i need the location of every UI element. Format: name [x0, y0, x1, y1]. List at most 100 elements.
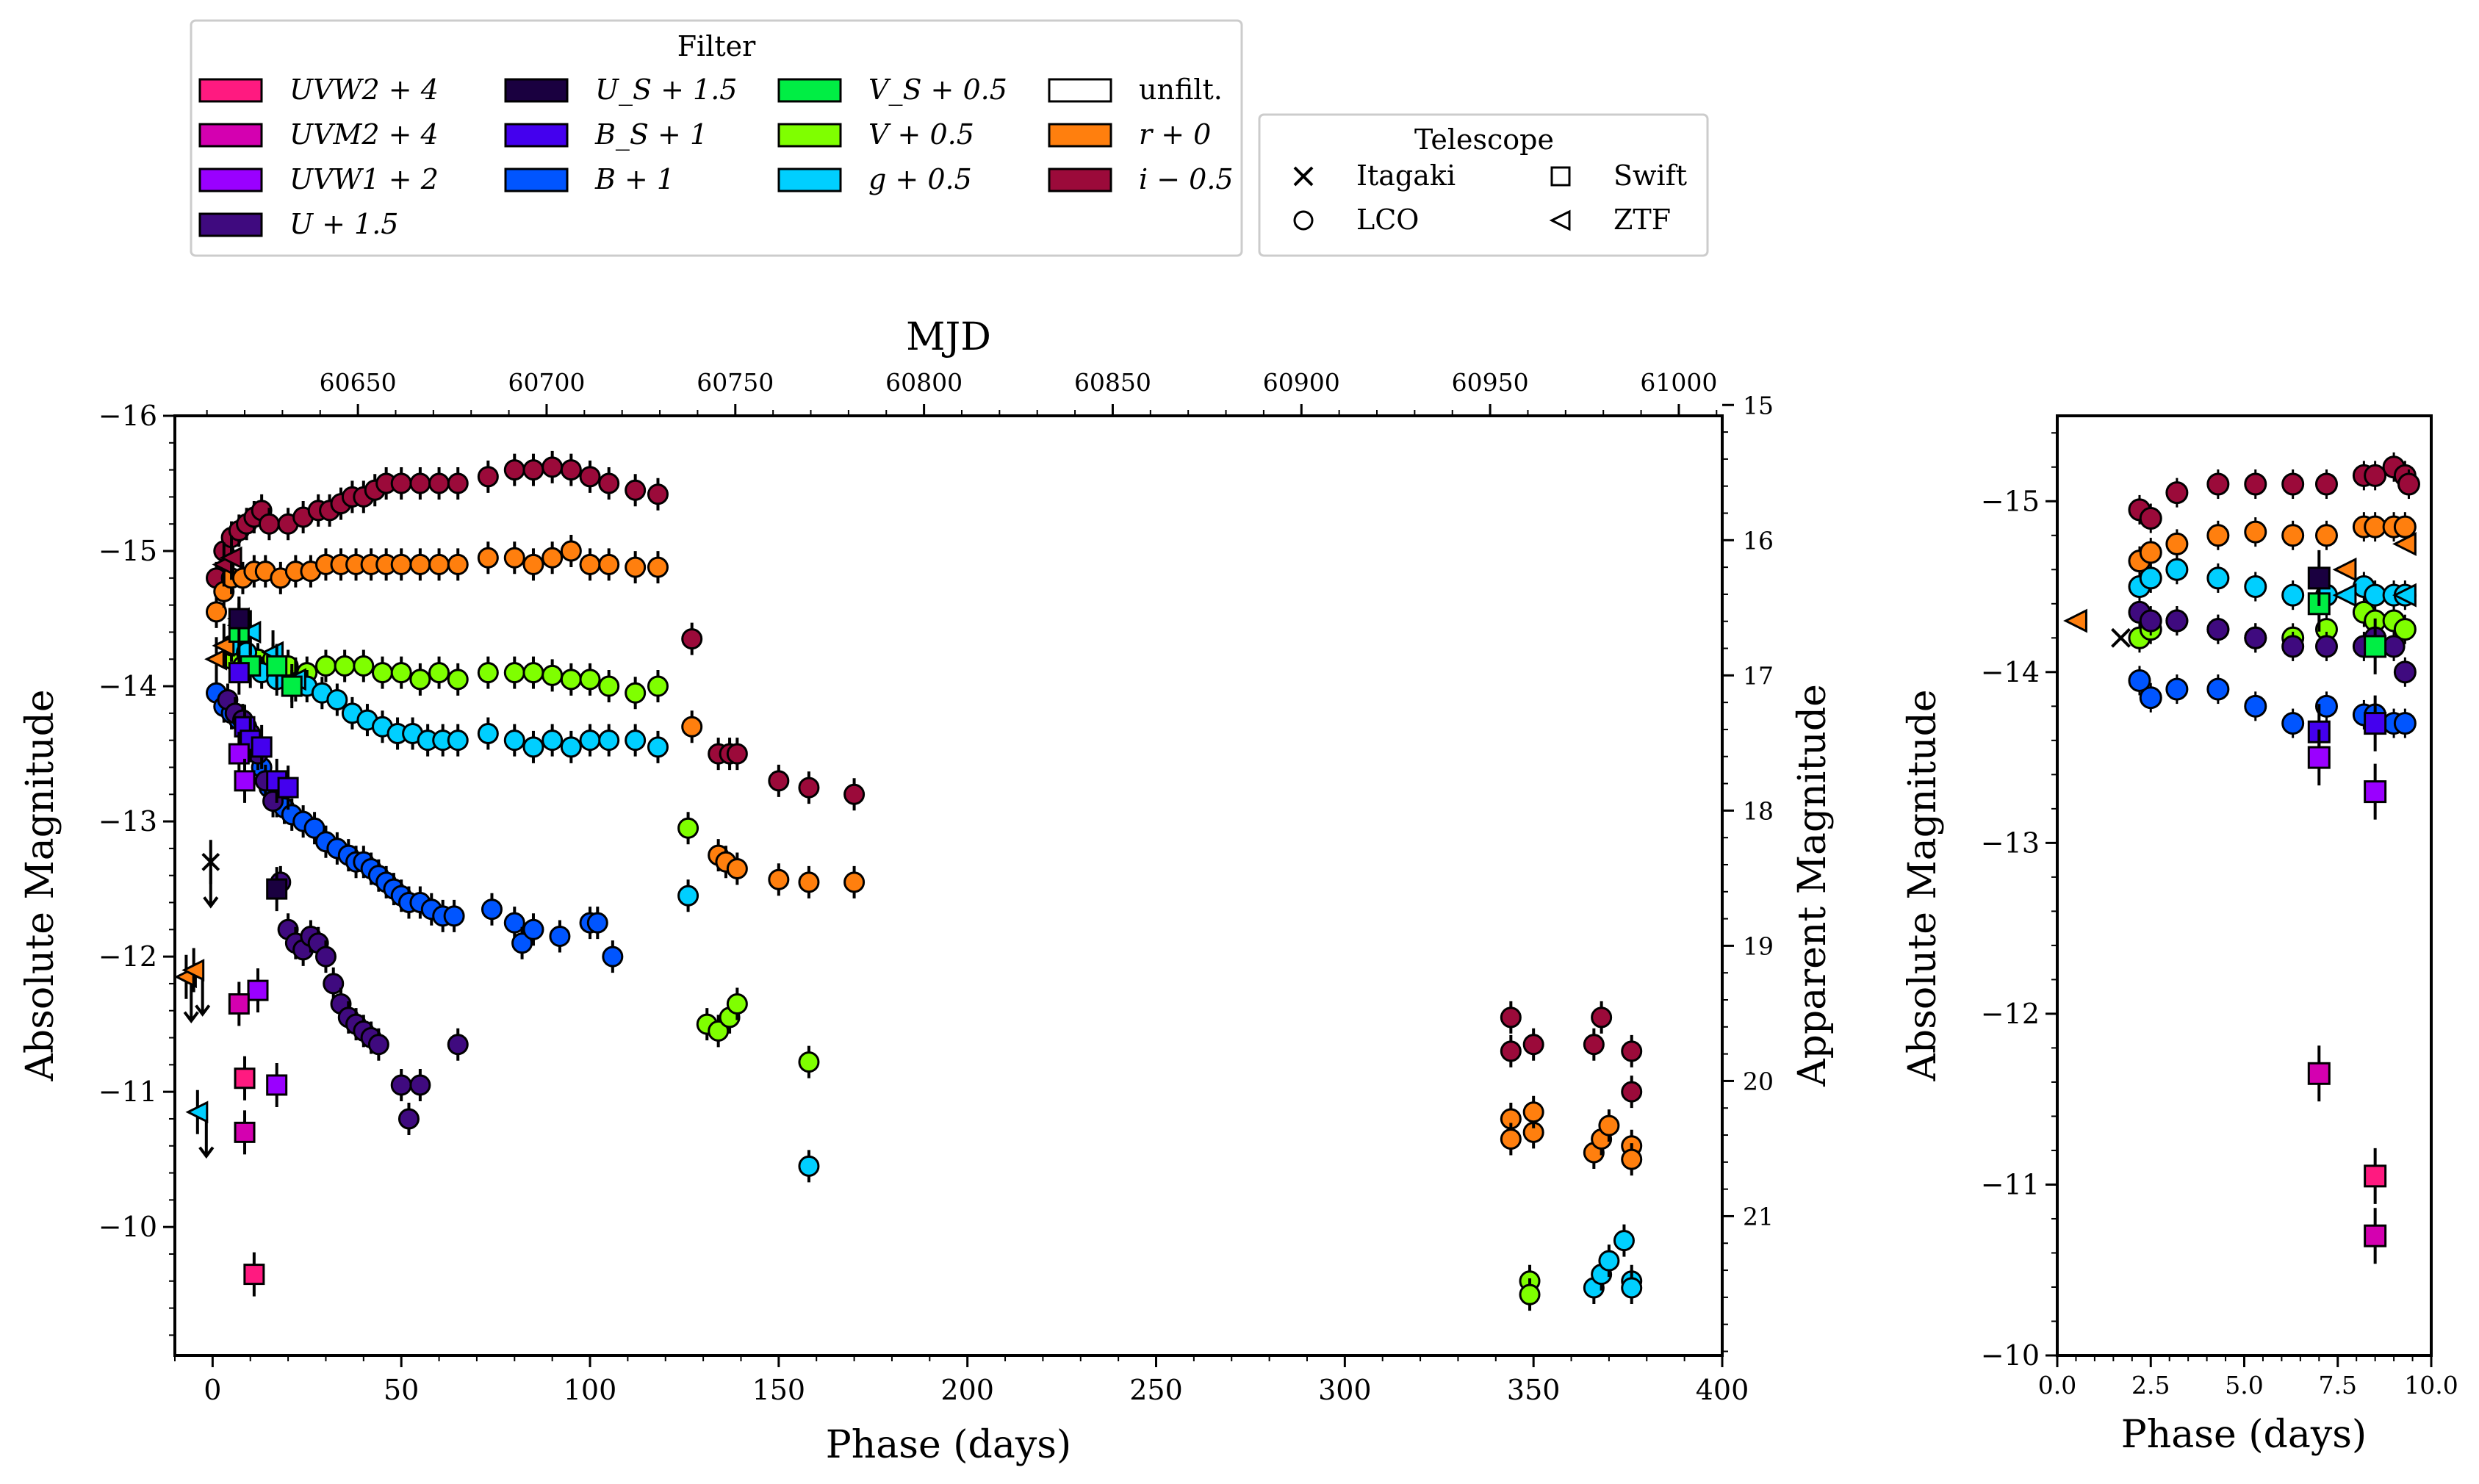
data-point — [447, 472, 469, 494]
inset-data-point — [2281, 472, 2305, 496]
y-tick-label: −16 — [98, 400, 157, 432]
y-tick-label: −13 — [98, 805, 157, 838]
data-point — [428, 472, 450, 494]
data-point — [681, 628, 703, 650]
inset-data-point — [2165, 677, 2189, 701]
data-point — [314, 945, 337, 968]
filter-legend: Filter UVW2 + 4 UVM2 + 4 UVW1 + 2 U + 1.5 U_… — [190, 19, 1243, 257]
data-point — [323, 973, 345, 995]
inset-data-point — [2165, 481, 2189, 505]
data-point — [397, 1108, 420, 1130]
mjd-tick-label: 60800 — [885, 368, 963, 397]
data-point — [579, 730, 601, 752]
inset-data-point — [2206, 618, 2230, 641]
telescope-legend-label: ZTF — [1613, 203, 1671, 236]
data-point — [579, 553, 601, 575]
inset-data-point — [2281, 583, 2305, 607]
inset-data-point — [2397, 472, 2420, 496]
data-point — [228, 608, 250, 630]
filter-legend-swatch — [777, 78, 842, 103]
mjd-tick-label: 60850 — [1074, 368, 1151, 397]
inset-data-point — [2307, 746, 2331, 769]
data-point — [428, 662, 450, 684]
x-tick-label: 200 — [940, 1374, 994, 1406]
data-point — [353, 655, 375, 677]
data-point — [843, 783, 866, 805]
filter-legend-swatch — [504, 78, 569, 103]
data-point — [522, 736, 544, 758]
inset-data-point — [2206, 677, 2230, 701]
inset-data-point — [2364, 515, 2387, 539]
data-point — [625, 682, 647, 704]
data-point — [1500, 1040, 1522, 1062]
filter-legend-swatch — [504, 123, 569, 148]
inset-data-point — [2139, 566, 2162, 590]
data-point — [542, 456, 564, 478]
inset-data-point — [2314, 635, 2338, 658]
filter-legend-swatch — [777, 123, 842, 148]
inset-data-point — [2307, 566, 2331, 590]
y-tick-label: −15 — [98, 535, 157, 567]
inset-data-point — [2392, 531, 2417, 556]
x-tick-label: 0 — [204, 1374, 221, 1406]
inset-data-point — [2393, 618, 2417, 641]
data-point — [503, 730, 525, 752]
filter-legend-swatch — [1048, 168, 1112, 192]
data-point — [560, 540, 582, 562]
data-point — [390, 472, 412, 494]
data-point — [843, 871, 866, 893]
data-point — [560, 459, 582, 481]
inset-data-point — [2364, 635, 2387, 658]
data-point — [477, 662, 499, 684]
inset-data-point — [2139, 541, 2162, 564]
data-point — [409, 669, 431, 691]
data-point — [503, 912, 525, 934]
main-xlabel: Phase (days) — [826, 1423, 1071, 1467]
filter-legend-swatch — [198, 78, 263, 103]
data-point — [503, 547, 525, 569]
data-point — [1522, 1034, 1544, 1056]
mjd-tick-label: 60650 — [320, 368, 397, 397]
data-point — [326, 688, 348, 710]
data-point — [560, 736, 582, 758]
mjd-tick-label: 60950 — [1452, 368, 1529, 397]
mjd-tick-label: 60900 — [1263, 368, 1340, 397]
inset-y-tick-label: −10 — [1981, 1339, 2040, 1372]
y2-tick-label: 17 — [1743, 661, 1774, 690]
inset-data-point — [2364, 583, 2387, 607]
main-ylabel: Absolute Magnitude — [18, 689, 62, 1081]
inset-x-tick-label: 10.0 — [2404, 1371, 2458, 1400]
data-point — [228, 993, 250, 1015]
data-point — [522, 662, 544, 684]
filter-legend-label: V_S + 0.5 — [868, 73, 1007, 107]
filter-legend-label: U_S + 1.5 — [595, 73, 738, 107]
data-point — [234, 1121, 256, 1143]
upper-limit-arrow — [183, 984, 199, 1024]
data-point — [247, 979, 269, 1001]
data-point — [1621, 1081, 1643, 1103]
inset-data-point — [2244, 694, 2267, 718]
data-point — [390, 662, 412, 684]
data-point — [447, 730, 469, 752]
data-point — [586, 912, 608, 934]
inset-y-tick-label: −15 — [1981, 485, 2040, 517]
filter-legend-label: B_S + 1 — [594, 118, 708, 151]
inset-data-point — [2364, 1224, 2387, 1247]
inset-data-point — [2281, 635, 2305, 658]
main-plot-area — [173, 414, 1724, 1357]
inset-data-point — [2281, 524, 2305, 547]
data-point — [625, 479, 647, 501]
data-point — [1583, 1034, 1605, 1056]
data-point — [1522, 1101, 1544, 1123]
filter-legend-label: B + 1 — [594, 163, 674, 195]
data-point — [1591, 1006, 1613, 1029]
filter-legend-label: r + 0 — [1139, 118, 1211, 151]
data-point — [503, 662, 525, 684]
y2-tick-label: 16 — [1743, 526, 1774, 555]
telescope-legend-label: LCO — [1356, 203, 1419, 236]
inset-data-point — [2314, 694, 2338, 718]
data-point — [234, 1067, 256, 1089]
filter-legend-swatch — [777, 168, 842, 192]
data-point — [625, 556, 647, 578]
inset-data-point — [2332, 583, 2357, 608]
